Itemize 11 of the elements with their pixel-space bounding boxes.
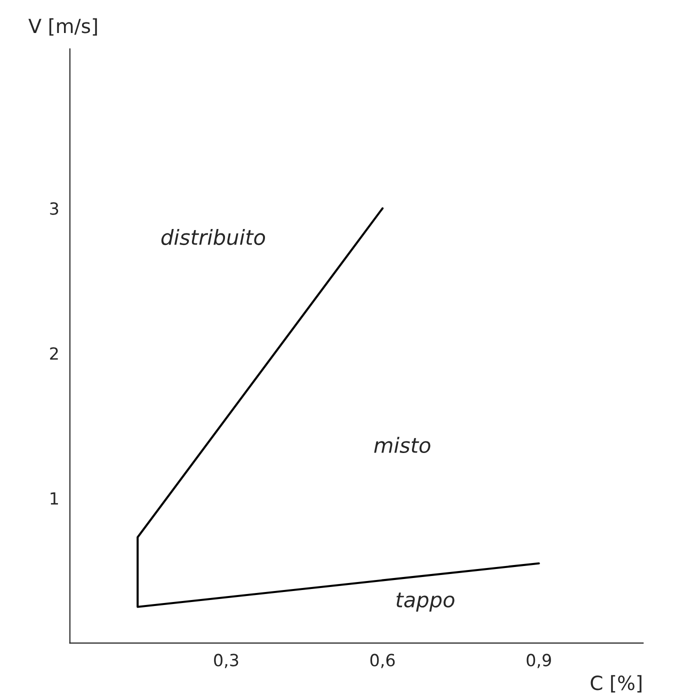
- y-tick-label: 3: [50, 202, 58, 215]
- y-axis-title: V [m/s]: [28, 18, 97, 36]
- x-tick-label: 0,9: [526, 654, 551, 668]
- annotation: misto: [374, 436, 430, 454]
- annotation: distribuito: [161, 228, 265, 246]
- annotation: tappo: [396, 592, 454, 612]
- x-tick-label: 0,6: [370, 654, 395, 668]
- y-tick-label: 2: [50, 347, 58, 360]
- y-tick-label: 1: [50, 492, 58, 504]
- x-axis-title: C [%]: [590, 675, 642, 693]
- x-tick-label: 0,3: [214, 654, 238, 668]
